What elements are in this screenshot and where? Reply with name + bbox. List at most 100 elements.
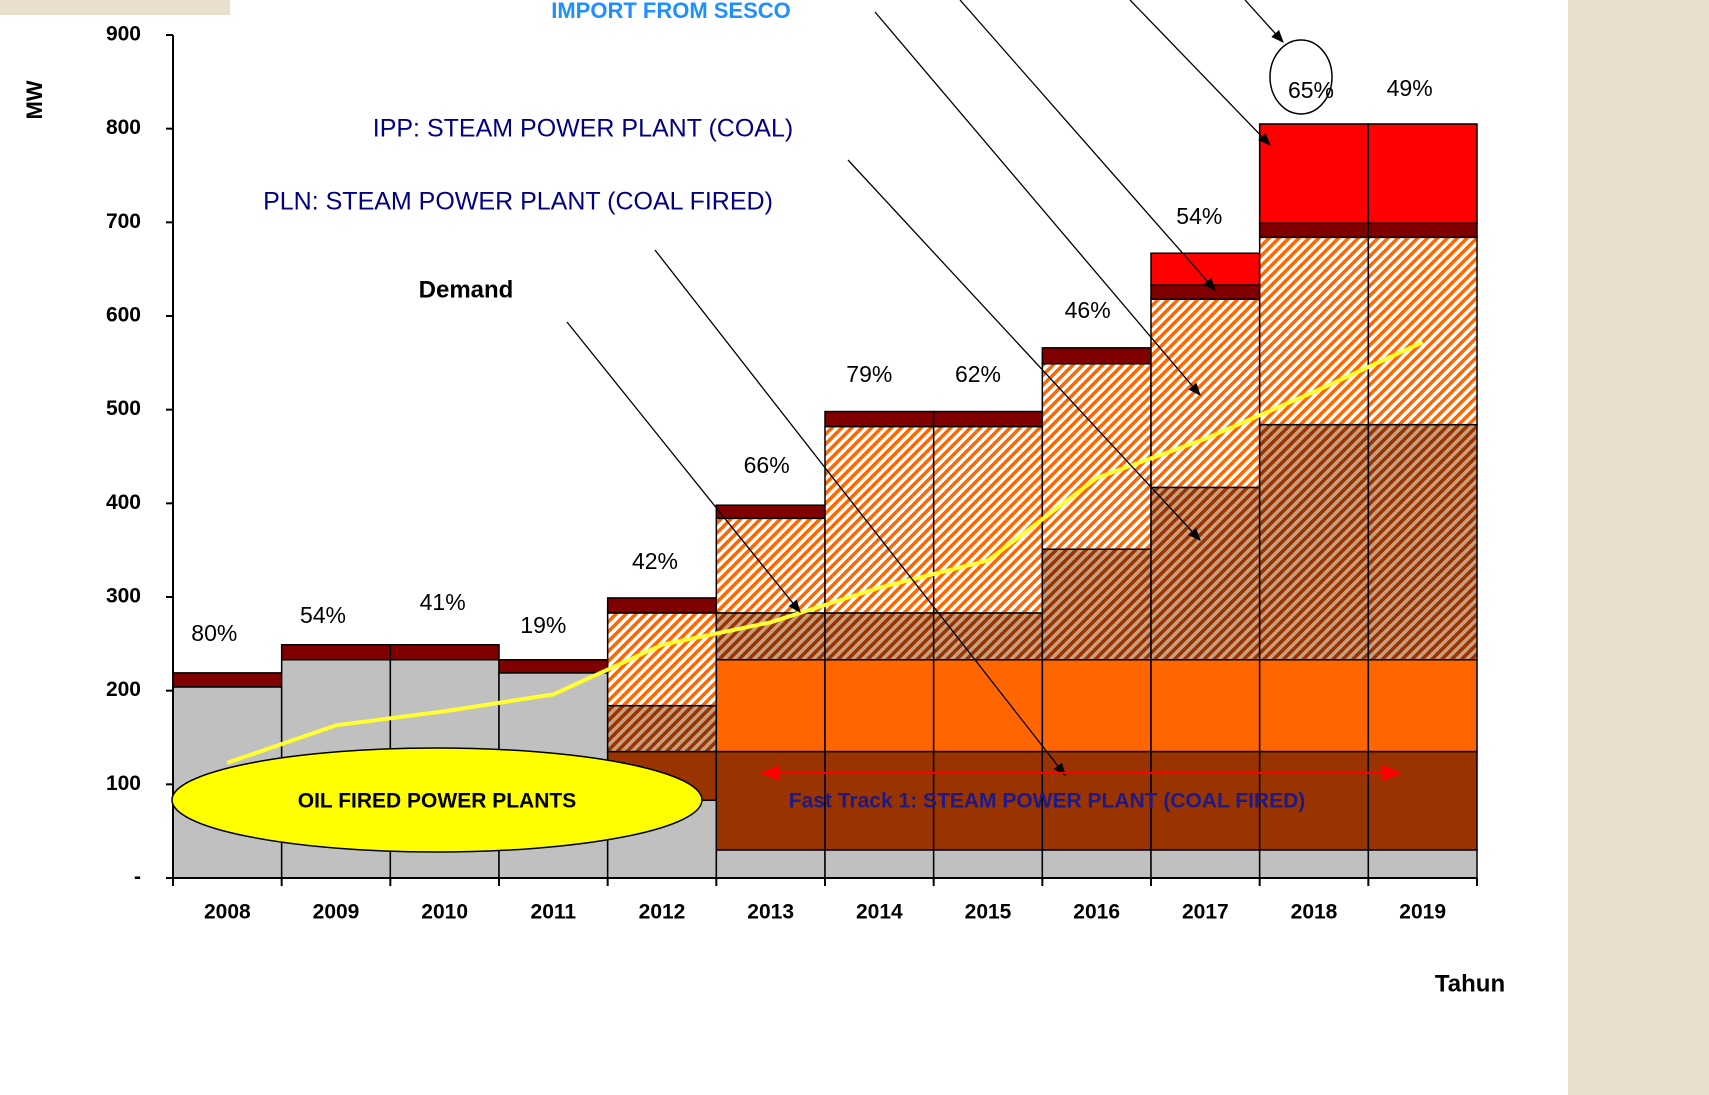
x-tick-label: 2013 <box>747 901 794 924</box>
x-tick-label: 2009 <box>313 901 360 924</box>
bar-segment <box>824 612 935 661</box>
bar-segment <box>1150 252 1261 286</box>
bar-segment <box>1258 236 1370 426</box>
bar-segment <box>1367 750 1478 851</box>
bar-segment <box>1150 298 1261 489</box>
annotation-arrow <box>566 321 801 614</box>
bar-segment <box>1150 284 1261 300</box>
percent-label: 54% <box>300 602 346 628</box>
bar-segment <box>1367 222 1478 239</box>
percent-label: 62% <box>955 361 1001 387</box>
x-tick-label: 2012 <box>639 901 686 924</box>
x-tick-label: 2014 <box>856 901 903 924</box>
bar-segment <box>932 425 1044 614</box>
oil-label-ellipse <box>171 747 703 853</box>
annotation-arrow <box>874 11 1201 396</box>
bar-segment <box>389 644 500 661</box>
annotation-arrow <box>847 159 1201 541</box>
x-tick-label: 2017 <box>1182 901 1229 924</box>
bar-segment <box>1367 123 1478 225</box>
x-axis-label: Tahun <box>1435 970 1505 997</box>
y-tick-label: 600 <box>106 304 141 327</box>
bar-segment <box>715 849 826 879</box>
y-tick-label: - <box>134 866 141 889</box>
bar-segment <box>1150 486 1261 661</box>
percent-label: 19% <box>520 612 566 638</box>
bar-segment <box>1041 548 1152 661</box>
bar-segment <box>280 644 392 661</box>
percent-label: 41% <box>420 589 466 615</box>
y-tick-label: 900 <box>106 23 141 46</box>
percent-label: 54% <box>1176 203 1222 229</box>
bar-segment <box>932 612 1044 661</box>
panel-top <box>230 0 1568 20</box>
bar-segment <box>1041 849 1152 879</box>
annotation: IMPORT FROM SESCO <box>551 0 791 23</box>
bar-segment <box>172 672 283 688</box>
y-tick-label: 800 <box>106 116 141 139</box>
bar-segment <box>1258 659 1370 753</box>
bar-segment <box>1258 423 1370 661</box>
annotation-arrow <box>959 0 1216 291</box>
x-tick-label: 2018 <box>1291 901 1338 924</box>
x-tick-label: 2019 <box>1399 901 1446 924</box>
bar-segment <box>1367 849 1478 879</box>
annotation: Fast Track 1: STEAM POWER PLANT (COAL FI… <box>789 790 1306 813</box>
bar-segment <box>1258 222 1370 239</box>
x-tick-label: 2015 <box>965 901 1012 924</box>
percent-label: 46% <box>1065 297 1111 323</box>
percent-label: 65% <box>1288 77 1334 103</box>
y-tick-label: 700 <box>106 210 141 233</box>
bar-segment <box>606 597 718 614</box>
bar-segment <box>606 704 718 753</box>
x-tick-label: 2016 <box>1073 901 1120 924</box>
bar-segment <box>1041 363 1152 550</box>
bar-segment <box>932 849 1044 879</box>
bar-segment <box>715 517 826 614</box>
bar-segment <box>606 612 718 707</box>
annotation: Demand <box>419 276 514 303</box>
bar-segment <box>824 425 935 614</box>
annotation: OIL FIRED POWER PLANTS <box>298 790 576 813</box>
bar-segment <box>1258 849 1370 879</box>
y-tick-label: 500 <box>106 397 141 420</box>
annotation-arrow <box>654 249 1066 777</box>
x-tick-label: 2008 <box>204 901 251 924</box>
bar-segment <box>1258 123 1370 225</box>
bar-segment <box>715 659 826 753</box>
y-tick-label: 100 <box>106 772 141 795</box>
y-tick-label: 300 <box>106 585 141 608</box>
percent-label: 80% <box>191 620 237 646</box>
demand-line <box>226 340 1424 765</box>
x-tick-label: 2011 <box>531 901 577 924</box>
bar-segment <box>1367 659 1478 753</box>
y-tick-label: 400 <box>106 491 141 514</box>
bar-segment <box>932 659 1044 753</box>
annotation-arrow <box>1129 0 1271 146</box>
bar-segment <box>1150 659 1261 753</box>
y-tick-label: 200 <box>106 678 141 701</box>
bar-segment <box>824 410 935 428</box>
percent-label: 49% <box>1387 75 1433 101</box>
bar-segment <box>1041 659 1152 753</box>
annotation: IPP: STEAM POWER PLANT (COAL) <box>373 115 793 143</box>
bar-segment <box>824 659 935 753</box>
annotation: PLN: STEAM POWER PLANT (COAL FIRED) <box>263 188 773 216</box>
annotation-arrow <box>1244 0 1284 43</box>
percent-label: 79% <box>846 361 892 387</box>
bar-segment <box>1041 347 1152 365</box>
bar-segment <box>715 504 826 520</box>
bar-segment <box>824 849 935 879</box>
bar-segment <box>1367 423 1478 661</box>
y-axis-label: MW <box>22 80 47 119</box>
bar-segment <box>1150 849 1261 879</box>
percent-label: 42% <box>632 548 678 574</box>
bar-segment <box>498 659 609 674</box>
highlight-circle <box>1269 39 1333 115</box>
bar-segment <box>1367 236 1478 426</box>
bar-segment <box>932 410 1044 428</box>
bar-segment <box>715 612 826 661</box>
x-tick-label: 2010 <box>421 901 468 924</box>
percent-label: 66% <box>744 452 790 478</box>
